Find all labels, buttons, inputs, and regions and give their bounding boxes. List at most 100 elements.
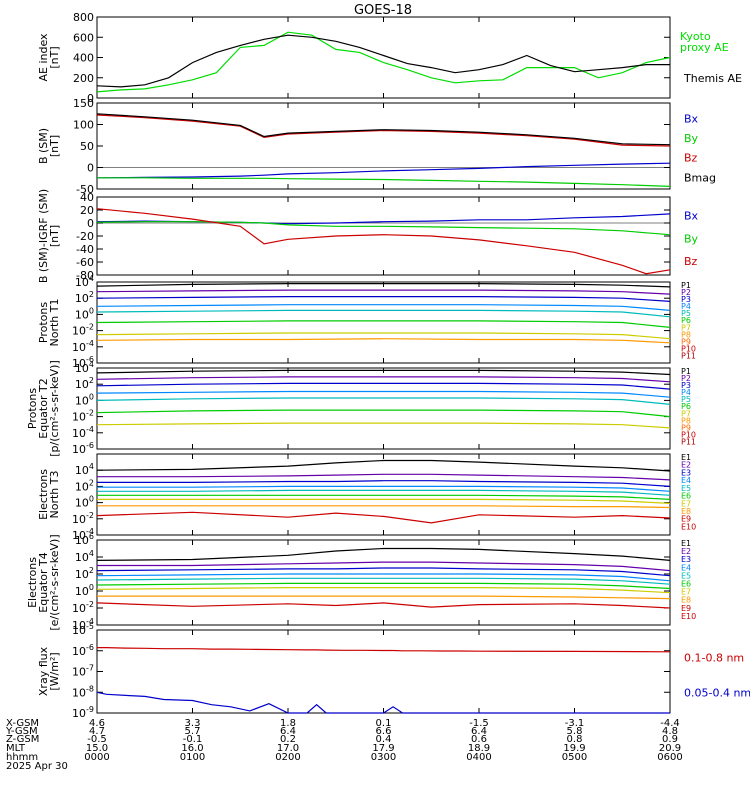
footer-value: 0400 xyxy=(466,752,491,763)
footer-value: -4.4 xyxy=(660,718,680,729)
legend-item: P11 xyxy=(681,351,696,360)
y-axis-label: ElectronsNorth T3 xyxy=(37,469,61,520)
legend-item: P1 xyxy=(681,281,691,290)
y-tick-label: -60 xyxy=(76,256,94,269)
legend-item: P8 xyxy=(681,416,691,425)
legend-item: By xyxy=(684,232,699,245)
series-line-p6 xyxy=(96,409,671,418)
series-line-p2 xyxy=(96,289,671,295)
legend-item: 0.1-0.8 nm xyxy=(684,652,744,665)
series-line-p1 xyxy=(96,369,671,376)
panel-frame xyxy=(96,196,671,276)
series-line-e6 xyxy=(97,494,671,500)
series-line-p7 xyxy=(96,422,671,429)
footer-value: 16.0 xyxy=(181,743,203,754)
legend-item: E4 xyxy=(681,476,691,485)
series-line-e2 xyxy=(97,473,671,481)
series-line-e4 xyxy=(97,485,671,492)
legend-item: E5 xyxy=(681,571,691,580)
legend-item: P5 xyxy=(681,395,691,404)
footer-value: 18.9 xyxy=(468,743,490,754)
y-tick-label: 0 xyxy=(87,162,94,175)
legend-item: E9 xyxy=(681,604,691,613)
series-line-by xyxy=(97,177,671,187)
legend-item: E1 xyxy=(681,539,691,548)
series-line-p7 xyxy=(96,332,671,340)
y-tick-label: -20 xyxy=(76,230,94,243)
y-tick-label: 800 xyxy=(73,11,94,24)
series-line-e5 xyxy=(96,577,671,585)
y-tick-label: 102 xyxy=(75,290,94,305)
y-axis-label: B (SM)-IGRF (SM)[nT] xyxy=(37,189,61,283)
footer-value: -1.5 xyxy=(469,718,489,729)
footer-date: 2025 Apr 30 xyxy=(6,761,68,772)
y-tick-label: 10-7 xyxy=(72,664,94,679)
legend-item: P9 xyxy=(681,337,691,346)
y-tick-label: 100 xyxy=(75,583,94,598)
series-line-e7 xyxy=(96,586,671,594)
legend-item: P7 xyxy=(681,409,691,418)
legend-item: E7 xyxy=(681,588,691,597)
y-tick-label: 104 xyxy=(75,549,94,564)
legend-item: E3 xyxy=(681,555,691,564)
series-line-e3 xyxy=(97,480,671,487)
y-tick-label: 10-5 xyxy=(72,622,94,637)
y-tick-label: 102 xyxy=(75,566,94,581)
series-line-by xyxy=(96,221,671,236)
y-tick-label: 600 xyxy=(73,31,94,44)
series-line-p6 xyxy=(96,320,671,328)
footer-value: 0.2 xyxy=(280,734,296,745)
footer-value: 4.8 xyxy=(662,726,678,737)
legend-item: Bx xyxy=(684,113,699,126)
y-tick-label: 10-4 xyxy=(72,339,94,354)
series-line-p3 xyxy=(96,382,671,390)
legend-item: Bx xyxy=(684,209,699,222)
series-line-e1 xyxy=(96,459,671,472)
legend-item: E2 xyxy=(681,547,691,556)
footer-value: 0.6 xyxy=(471,734,487,745)
series-line-p8 xyxy=(96,338,671,344)
footer-value: 3.3 xyxy=(185,718,201,729)
y-tick-label: 10-6 xyxy=(72,643,94,658)
y-tick-label: 10-2 xyxy=(72,600,94,615)
y-tick-label: 104 xyxy=(75,360,94,375)
footer-row-label: hhmm xyxy=(6,752,38,763)
footer-value: 0200 xyxy=(275,752,300,763)
y-tick-label: 104 xyxy=(75,274,94,289)
y-axis-label: ProtonsEquator T2[p/(cm²-s-sr-keV)] xyxy=(26,360,61,457)
y-tick-label: 200 xyxy=(73,72,94,85)
series-line-e6 xyxy=(96,582,671,590)
y-tick-label: 10-4 xyxy=(72,617,94,632)
footer-value: 4.7 xyxy=(89,726,105,737)
y-tick-label: 10-4 xyxy=(72,527,94,542)
footer-value: 15.0 xyxy=(86,743,108,754)
footer-value: 0100 xyxy=(180,752,205,763)
legend-item: E4 xyxy=(681,563,691,572)
panel-frame xyxy=(96,281,671,364)
legend-item: Bz xyxy=(684,255,698,268)
legend-item: P6 xyxy=(681,402,691,411)
legend-item: E9 xyxy=(681,515,691,524)
legend-item: Bmag xyxy=(684,171,716,184)
series-line-e2 xyxy=(97,561,671,572)
footer-value: 17.0 xyxy=(277,743,299,754)
footer-row-label: MLT xyxy=(6,743,26,754)
legend-item: E8 xyxy=(681,596,691,605)
footer-value: 0.4 xyxy=(376,734,392,745)
series-line-e4 xyxy=(96,573,671,582)
y-tick-label: 150 xyxy=(73,97,94,110)
footer-value: -0.1 xyxy=(183,734,203,745)
series-line-kyoto-proxy-ae xyxy=(96,31,671,93)
series-line-e3 xyxy=(96,567,671,577)
y-tick-label: 10-8 xyxy=(72,684,94,699)
series-line-p2 xyxy=(96,376,671,383)
footer-value: -3.1 xyxy=(565,718,585,729)
y-tick-label: 10-6 xyxy=(72,441,94,456)
legend-item: E5 xyxy=(681,484,691,493)
legend-item: Kyoto proxy AE xyxy=(680,30,729,54)
series-line-e5 xyxy=(97,489,671,496)
